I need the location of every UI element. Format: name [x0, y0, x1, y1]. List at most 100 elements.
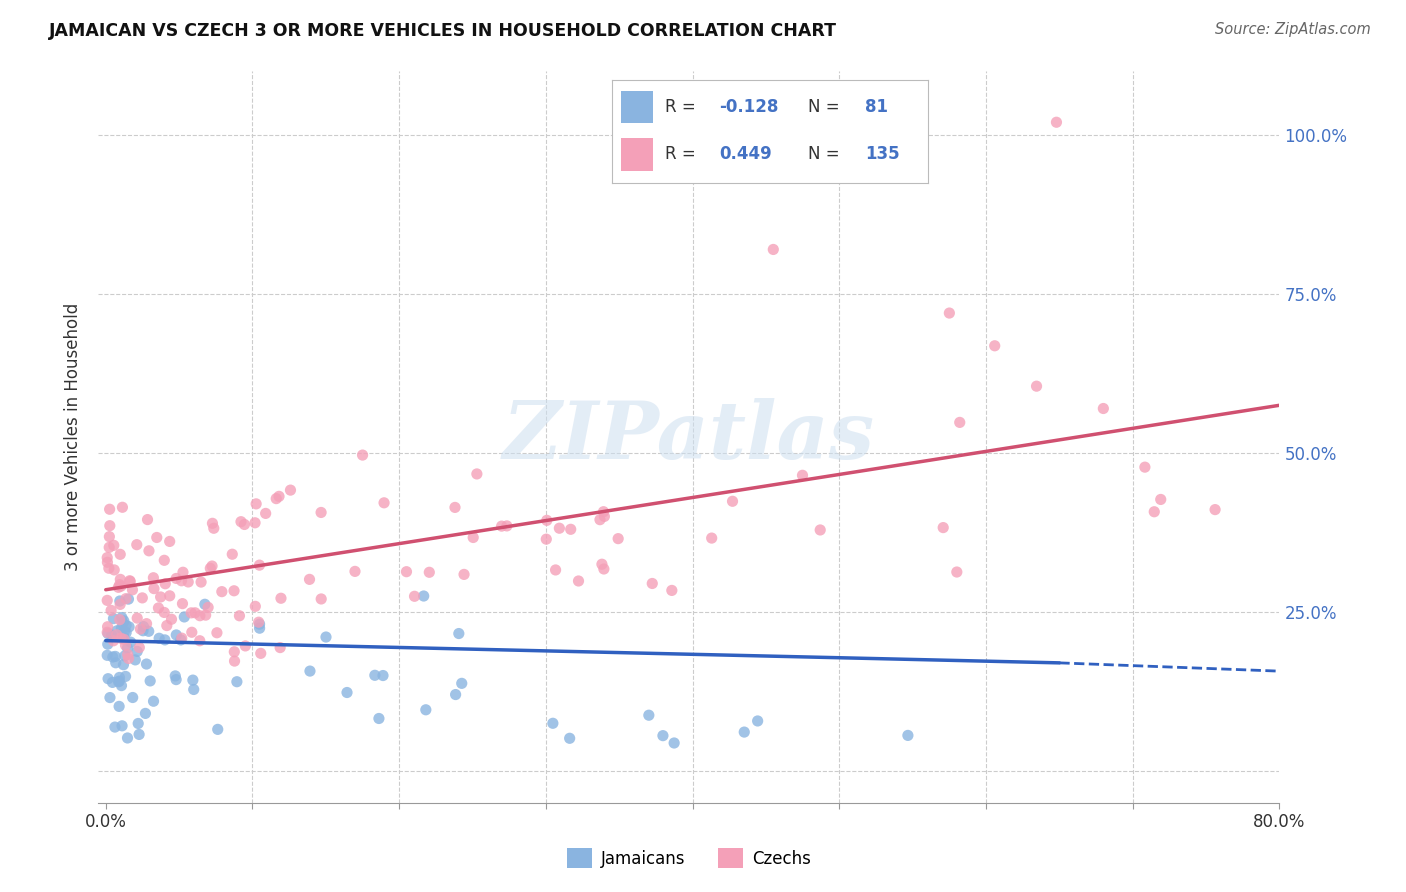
Point	[172, 566, 194, 580]
Point	[101, 650, 124, 665]
Point	[115, 618, 138, 632]
Point	[1045, 115, 1067, 129]
Legend: Jamaicans, Czechs: Jamaicans, Czechs	[561, 841, 817, 875]
Point	[104, 656, 127, 670]
Point	[117, 731, 139, 745]
Point	[808, 523, 831, 537]
Point	[792, 468, 814, 483]
Point	[700, 531, 723, 545]
Point	[100, 603, 122, 617]
Point	[364, 668, 387, 682]
Point	[249, 558, 271, 573]
Point	[298, 573, 321, 587]
Point	[194, 597, 217, 611]
Point	[447, 626, 470, 640]
Point	[120, 635, 142, 649]
Point	[637, 708, 659, 723]
Point	[111, 610, 134, 624]
Point	[155, 576, 177, 591]
Text: -0.128: -0.128	[720, 98, 779, 116]
Point	[165, 571, 187, 585]
Text: 135: 135	[865, 145, 900, 163]
Point	[184, 606, 207, 620]
Point	[129, 622, 152, 636]
Point	[593, 562, 616, 576]
Point	[444, 688, 467, 702]
Point	[721, 494, 744, 508]
Point	[235, 639, 257, 653]
Point	[98, 502, 121, 516]
Point	[108, 577, 131, 591]
Point	[108, 613, 131, 627]
Point	[249, 646, 271, 660]
Point	[160, 612, 183, 626]
Point	[463, 531, 485, 545]
Point	[211, 584, 233, 599]
Point	[201, 559, 224, 574]
Point	[115, 625, 138, 640]
Point	[101, 675, 124, 690]
Point	[662, 736, 685, 750]
Point	[110, 579, 132, 593]
Point	[139, 673, 162, 688]
Point	[110, 631, 132, 645]
Point	[108, 594, 131, 608]
Point	[153, 606, 176, 620]
Point	[336, 685, 359, 699]
Point	[298, 664, 321, 678]
Point	[143, 582, 166, 596]
Point	[205, 625, 228, 640]
Point	[444, 500, 467, 515]
Point	[97, 672, 120, 686]
Point	[207, 723, 229, 737]
Point	[110, 679, 132, 693]
Point	[1150, 492, 1173, 507]
Point	[117, 648, 139, 662]
Point	[202, 521, 225, 535]
Point	[153, 553, 176, 567]
Point	[132, 619, 155, 633]
Point	[96, 593, 118, 607]
Y-axis label: 3 or more Vehicles in Household: 3 or more Vehicles in Household	[65, 303, 83, 571]
Point	[138, 624, 160, 639]
Point	[153, 632, 176, 647]
Point	[607, 532, 630, 546]
Point	[560, 522, 582, 536]
Point	[247, 615, 270, 630]
Text: ZIPatlas: ZIPatlas	[503, 399, 875, 475]
Point	[371, 668, 394, 682]
Point	[270, 591, 292, 606]
Point	[108, 699, 131, 714]
Point	[105, 624, 128, 638]
Point	[97, 620, 120, 634]
Point	[221, 547, 243, 561]
Point	[1092, 401, 1115, 416]
Point	[181, 673, 204, 687]
Point	[243, 516, 266, 530]
Point	[105, 628, 128, 642]
Point	[97, 637, 120, 651]
Point	[1204, 502, 1226, 516]
Point	[117, 640, 139, 655]
Point	[159, 589, 181, 603]
Point	[946, 565, 969, 579]
Point	[149, 590, 172, 604]
Point	[932, 520, 955, 534]
Point	[373, 496, 395, 510]
Point	[465, 467, 488, 481]
Point	[1133, 460, 1156, 475]
Point	[395, 565, 418, 579]
Point	[111, 719, 134, 733]
Point	[233, 517, 256, 532]
Point	[103, 612, 125, 626]
Point	[173, 610, 195, 624]
Point	[541, 716, 564, 731]
Point	[228, 608, 250, 623]
Point	[641, 576, 664, 591]
Point	[368, 711, 391, 725]
Text: JAMAICAN VS CZECH 3 OR MORE VEHICLES IN HOUSEHOLD CORRELATION CHART: JAMAICAN VS CZECH 3 OR MORE VEHICLES IN …	[49, 22, 837, 40]
Point	[548, 521, 571, 535]
Point	[404, 589, 426, 603]
Point	[544, 563, 567, 577]
Point	[134, 706, 156, 721]
